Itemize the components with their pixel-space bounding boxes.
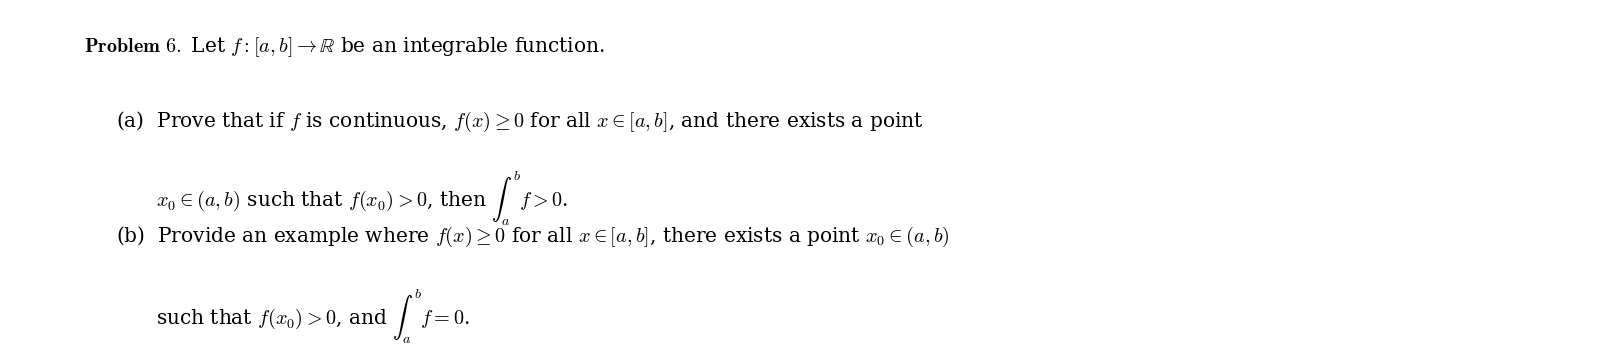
Text: $\mathbf{Problem\ 6.}$ Let $f:[a,b]\to\mathbb{R}$ be an integrable function.: $\mathbf{Problem\ 6.}$ Let $f:[a,b]\to\m… — [84, 35, 605, 59]
Text: (b)  Provide an example where $f(x)\geq 0$ for all $x\in[a,b]$, there exists a p: (b) Provide an example where $f(x)\geq 0… — [116, 225, 950, 249]
Text: such that $f(x_0)>0$, and $\int_a^b f=0$.: such that $f(x_0)>0$, and $\int_a^b f=0$… — [155, 287, 469, 346]
Text: $x_0\in(a,b)$ such that $f(x_0)>0$, then $\int_a^b f>0$.: $x_0\in(a,b)$ such that $f(x_0)>0$, then… — [155, 169, 568, 228]
Text: (a)  Prove that if $f$ is continuous, $f(x)\geq 0$ for all $x\in[a,b]$, and ther: (a) Prove that if $f$ is continuous, $f(… — [116, 110, 924, 134]
